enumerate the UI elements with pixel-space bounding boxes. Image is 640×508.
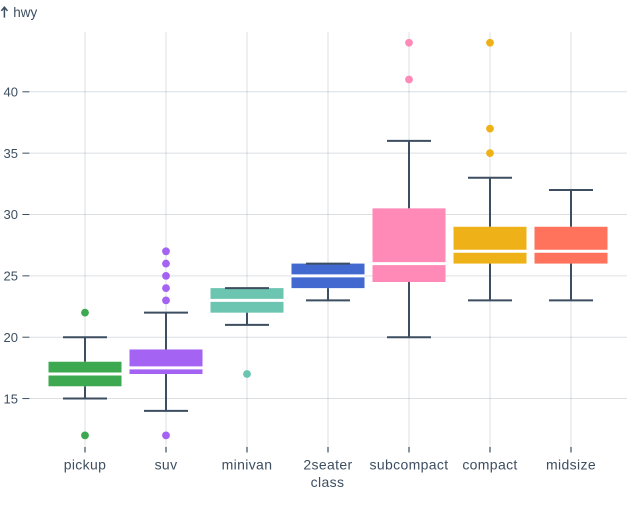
svg-text:compact: compact [462,457,517,473]
svg-text:30: 30 [4,207,18,222]
svg-text:40: 40 [4,85,18,100]
svg-text:25: 25 [4,269,18,284]
svg-text:class: class [311,474,345,490]
svg-text:minivan: minivan [222,457,273,473]
svg-text:20: 20 [4,330,18,345]
svg-text:pickup: pickup [64,457,107,473]
svg-text:hwy: hwy [13,5,37,20]
svg-text:subcompact: subcompact [370,457,449,473]
svg-text:2seater: 2seater [303,457,352,473]
svg-text:35: 35 [4,146,18,161]
svg-text:15: 15 [4,391,18,406]
svg-text:midsize: midsize [546,457,596,473]
svg-text:suv: suv [155,457,178,473]
